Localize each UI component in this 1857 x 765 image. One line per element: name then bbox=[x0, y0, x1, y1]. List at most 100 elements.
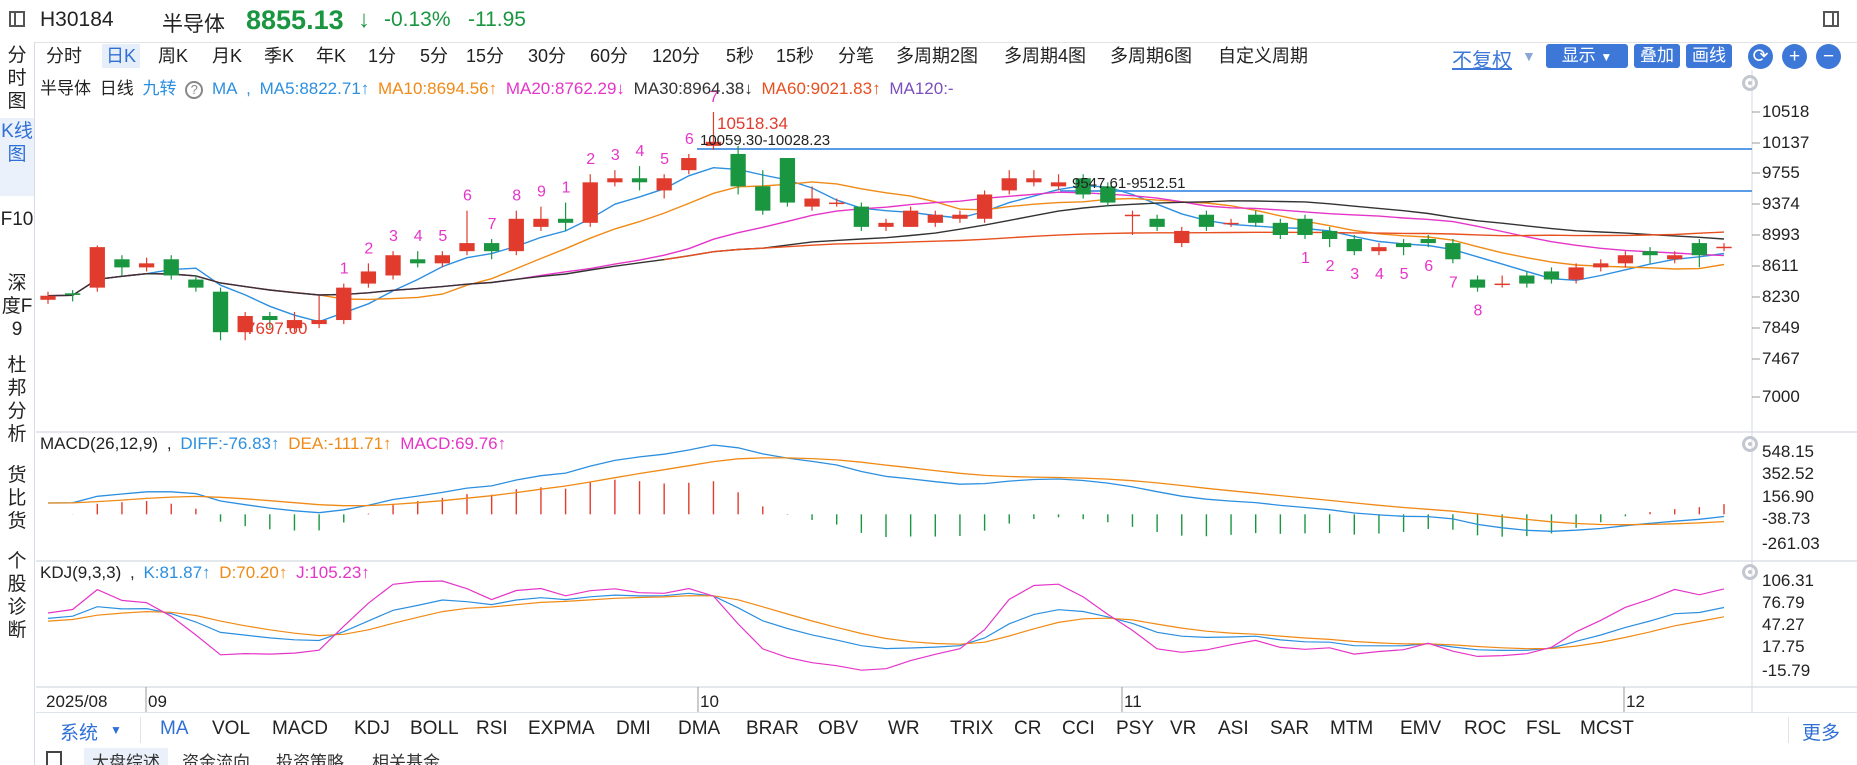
period-5sec[interactable]: 5秒 bbox=[726, 46, 755, 66]
x-axis-label: 09 bbox=[148, 692, 167, 711]
ma10-line bbox=[47, 181, 1725, 301]
chevron-down-icon[interactable]: ▼ bbox=[1522, 48, 1536, 64]
candle-body bbox=[138, 263, 155, 268]
ind-tab-brar[interactable]: BRAR bbox=[746, 718, 799, 739]
period-timeshare[interactable]: 分时 bbox=[46, 46, 82, 66]
ind-tab-ma[interactable]: MA bbox=[160, 718, 189, 739]
ma-label[interactable]: MA bbox=[211, 79, 238, 98]
ind-tab-macd[interactable]: MACD bbox=[272, 718, 328, 739]
ind-tab-mcst[interactable]: MCST bbox=[1580, 718, 1634, 739]
ind-tab-fsl[interactable]: FSL bbox=[1526, 718, 1561, 739]
sidebar-item-compare[interactable]: 货比货 bbox=[0, 462, 34, 542]
period-multi-6[interactable]: 多周期6图 bbox=[1110, 46, 1193, 66]
sidebar-item-f10[interactable]: F10 bbox=[0, 206, 34, 264]
period-5min[interactable]: 5分 bbox=[420, 46, 449, 66]
display-button[interactable]: 显示 ▼ bbox=[1546, 44, 1628, 68]
period-multi-2[interactable]: 多周期2图 bbox=[896, 46, 979, 66]
kdj-k-line bbox=[47, 592, 1725, 652]
bottom-tab-funds[interactable]: 相关基金 bbox=[372, 753, 440, 765]
candle-body bbox=[65, 293, 81, 295]
ind-tab-dmi[interactable]: DMI bbox=[616, 718, 651, 739]
gear-icon[interactable] bbox=[1742, 75, 1758, 91]
period-monthly[interactable]: 月K bbox=[212, 46, 243, 66]
y-tick-label: 8993 bbox=[1762, 225, 1800, 244]
bottom-tab-market-summary[interactable]: 大盘综述 bbox=[84, 748, 168, 765]
panel-toggle-icon[interactable] bbox=[9, 11, 25, 27]
ind-tab-sar[interactable]: SAR bbox=[1270, 718, 1310, 739]
ind-tab-boll[interactable]: BOLL bbox=[410, 718, 459, 739]
tab-divider bbox=[1788, 717, 1789, 743]
bottom-tab-capital-flow[interactable]: 资金流向 bbox=[182, 753, 250, 765]
ind-tab-obv[interactable]: OBV bbox=[818, 718, 859, 739]
more-indicators-button[interactable]: 更多 bbox=[1802, 723, 1841, 744]
left-sidebar: 分时图 K线图 F10 深度F9 杜邦分析 货比货 个股诊断 bbox=[0, 42, 35, 765]
draw-line-button[interactable]: 画线 bbox=[1686, 44, 1732, 68]
window-toggle-icon[interactable] bbox=[1823, 11, 1839, 27]
macd-title[interactable]: MACD(26,12,9) bbox=[40, 434, 159, 453]
ind-tab-dma[interactable]: DMA bbox=[678, 718, 721, 739]
candle-body bbox=[976, 194, 993, 219]
gear-icon[interactable] bbox=[1742, 436, 1758, 452]
candle-body bbox=[1716, 246, 1732, 249]
overlay-button[interactable]: 叠加 bbox=[1634, 44, 1680, 68]
ind-tab-vol[interactable]: VOL bbox=[212, 718, 251, 739]
nine-turn-count: 6 bbox=[463, 188, 472, 205]
checkbox[interactable] bbox=[46, 751, 62, 765]
plus-icon[interactable]: + bbox=[1782, 44, 1807, 69]
candle-body bbox=[360, 271, 377, 284]
y-tick-label: 8611 bbox=[1762, 256, 1799, 275]
period-custom[interactable]: 自定义周期 bbox=[1218, 46, 1308, 66]
ind-tab-kdj[interactable]: KDJ bbox=[354, 718, 390, 739]
sidebar-item-dupont[interactable]: 杜邦分析 bbox=[0, 352, 34, 456]
kdj-y-tick: 106.31 bbox=[1762, 571, 1814, 590]
sidebar-item-label: 货比货 bbox=[7, 465, 27, 532]
minus-icon[interactable]: − bbox=[1816, 44, 1841, 69]
ind-tab-psy[interactable]: PSY bbox=[1116, 718, 1155, 739]
ind-tab-trix[interactable]: TRIX bbox=[950, 718, 994, 739]
period-1min[interactable]: 1分 bbox=[368, 46, 397, 66]
ind-tab-asi[interactable]: ASI bbox=[1218, 718, 1249, 739]
nine-turn-count: 6 bbox=[1424, 258, 1433, 275]
ind-tab-wr[interactable]: WR bbox=[888, 718, 920, 739]
nine-turn-count: 4 bbox=[1375, 266, 1384, 283]
macd-y-tick: -261.03 bbox=[1762, 534, 1820, 553]
refresh-icon[interactable]: ⟳ bbox=[1748, 44, 1773, 69]
period-15min[interactable]: 15分 bbox=[466, 46, 505, 66]
nine-turn-count: 3 bbox=[389, 228, 398, 245]
ind-tab-rsi[interactable]: RSI bbox=[476, 718, 508, 739]
kdj-header: KDJ(9,3,3) , K:81.87↑ D:70.20↑ J:105.23↑ bbox=[40, 563, 374, 583]
period-multi-4[interactable]: 多周期4图 bbox=[1004, 46, 1087, 66]
period-yearly[interactable]: 年K bbox=[316, 46, 347, 66]
system-tab[interactable]: 系统 bbox=[60, 723, 99, 744]
gear-icon[interactable] bbox=[1742, 564, 1758, 580]
ind-tab-emv[interactable]: EMV bbox=[1400, 718, 1442, 739]
nine-turn-label[interactable]: 九转 bbox=[142, 79, 177, 98]
period-tick[interactable]: 分笔 bbox=[838, 46, 874, 66]
candle-body bbox=[681, 158, 697, 171]
bottom-tab-strategy[interactable]: 投资策略 bbox=[276, 753, 344, 765]
ind-tab-vr[interactable]: VR bbox=[1170, 718, 1197, 739]
ind-tab-expma[interactable]: EXPMA bbox=[528, 718, 595, 739]
sidebar-item-timeshare[interactable]: 分时图 bbox=[0, 42, 34, 118]
period-15sec[interactable]: 15秒 bbox=[776, 46, 815, 66]
ind-tab-mtm[interactable]: MTM bbox=[1330, 718, 1374, 739]
candle-body bbox=[336, 287, 352, 321]
help-icon[interactable]: ? bbox=[185, 81, 204, 99]
fuquan-select[interactable]: 不复权 bbox=[1452, 50, 1512, 72]
kdj-title[interactable]: KDJ(9,3,3) bbox=[40, 563, 122, 582]
period-weekly[interactable]: 周K bbox=[158, 46, 189, 66]
chevron-down-icon[interactable]: ▼ bbox=[110, 723, 122, 737]
sidebar-item-depth-f9[interactable]: 深度F9 bbox=[0, 270, 34, 346]
ind-tab-cr[interactable]: CR bbox=[1014, 718, 1042, 739]
period-quarterly[interactable]: 季K bbox=[264, 46, 295, 66]
period-120min[interactable]: 120分 bbox=[652, 46, 701, 66]
ind-tab-cci[interactable]: CCI bbox=[1062, 718, 1095, 739]
change-percent: -0.13% bbox=[384, 8, 451, 31]
period-daily[interactable]: 日K bbox=[102, 44, 141, 68]
sidebar-item-diagnosis[interactable]: 个股诊断 bbox=[0, 548, 34, 652]
period-30min[interactable]: 30分 bbox=[528, 46, 567, 66]
sidebar-item-kline[interactable]: K线图 bbox=[0, 118, 34, 196]
ind-tab-roc[interactable]: ROC bbox=[1464, 718, 1507, 739]
period-60min[interactable]: 60分 bbox=[590, 46, 629, 66]
